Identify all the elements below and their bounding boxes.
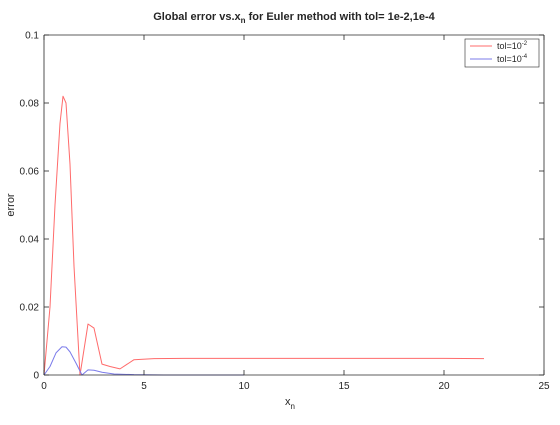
axes-frame bbox=[43, 34, 545, 376]
chart-title: Global error vs.xn for Euler method with… bbox=[153, 11, 435, 25]
legend: tol=10-2 tol=10-4 bbox=[464, 38, 540, 68]
x-tick-label: 25 bbox=[538, 381, 550, 392]
y-tick-label: 0.02 bbox=[20, 303, 40, 314]
x-tick-label: 15 bbox=[338, 381, 350, 392]
y-tick-label: 0.04 bbox=[20, 235, 40, 246]
tick-layer: 0 5 10 15 20 25 0 0.02 0.04 0.06 0.08 0.1 bbox=[20, 31, 550, 393]
legend-label-tol-1e-4: tol=10-4 bbox=[497, 54, 528, 64]
y-axis-label: error bbox=[5, 193, 17, 217]
y-tick-label: 0.06 bbox=[20, 167, 40, 178]
x-axis-label: xn bbox=[285, 396, 295, 411]
x-tick-label: 20 bbox=[438, 381, 450, 392]
series-line-tol-1e-2 bbox=[43, 95, 485, 376]
x-tick-label: 5 bbox=[141, 381, 147, 392]
legend-label-tol-1e-2: tol=10-2 bbox=[497, 41, 528, 51]
x-tick-label: 10 bbox=[238, 381, 250, 392]
plot-area bbox=[44, 35, 544, 375]
y-tick-label: 0.1 bbox=[25, 31, 39, 42]
y-tick-label: 0.08 bbox=[20, 99, 40, 110]
legend-box bbox=[464, 38, 540, 68]
y-tick-label: 0 bbox=[33, 371, 39, 382]
x-tick-label: 0 bbox=[41, 381, 47, 392]
